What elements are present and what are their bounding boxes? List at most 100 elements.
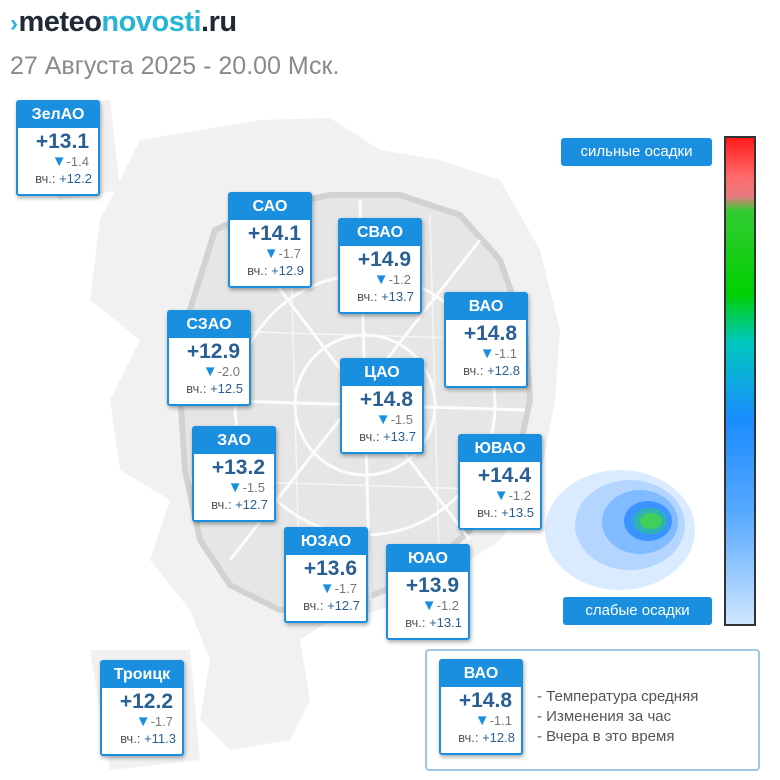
down-triangle-icon: ▼ [135,713,151,730]
district-change: ▼-1.2 [340,272,420,288]
district-change: ▼-1.7 [286,581,366,597]
district-card-yuvao: ЮВАО +14.4 ▼-1.2 вч.: +13.5 [458,434,542,530]
district-change: ▼-1.1 [441,713,521,729]
legend-sample-card: ВАО +14.8 ▼-1.1 вч.: +12.8 [439,659,523,755]
district-card-troitsk: Троицк +12.2 ▼-1.7 вч.: +11.3 [100,660,184,756]
legend-descriptions: - Температура средняя - Изменения за час… [537,687,698,747]
legend-line-yesterday: - Вчера в это время [537,728,675,745]
district-temp: +14.8 [463,322,517,345]
change-value: -1.2 [388,272,411,287]
down-triangle-icon: ▼ [319,580,335,597]
yesterday-prefix: вч.: [35,171,56,186]
district-yesterday: вч.: +12.5 [169,380,249,398]
district-temp: +14.4 [477,464,531,487]
district-name: СЗАО [169,312,249,338]
change-value: -1.4 [66,154,89,169]
down-triangle-icon: ▼ [227,479,243,496]
district-name: Троицк [102,662,182,688]
change-value: -2.0 [217,364,240,379]
district-name: ВАО [441,661,521,687]
change-value: -1.2 [508,488,531,503]
down-triangle-icon: ▼ [421,597,437,614]
district-change: ▼-1.7 [230,246,310,262]
change-value: -1.7 [150,714,173,729]
district-name: ЮЗАО [286,529,366,555]
district-change: ▼-1.7 [102,714,182,730]
change-value: -1.7 [278,246,301,261]
yesterday-prefix: вч.: [458,730,479,745]
down-triangle-icon: ▼ [51,153,67,170]
district-temp: +12.9 [186,340,240,363]
district-yesterday: вч.: +13.1 [388,614,468,632]
district-temp: +14.8 [359,388,413,411]
district-card-yuao: ЮАО +13.9 ▼-1.2 вч.: +13.1 [386,544,470,640]
down-triangle-icon: ▼ [373,271,389,288]
logo-part-3: .ru [201,6,237,38]
site-logo[interactable]: ›meteonovosti.ru [10,6,237,39]
district-yesterday: вч.: +12.9 [230,262,310,280]
district-name: ВАО [446,294,526,320]
yesterday-prefix: вч.: [357,289,378,304]
scale-label-heavy: сильные осадки [561,138,712,166]
district-name: ЮАО [388,546,468,572]
change-value: -1.7 [334,581,357,596]
logo-mark: › [10,10,18,37]
down-triangle-icon: ▼ [375,411,391,428]
district-temp: +13.2 [211,456,265,479]
yesterday-value: +12.5 [210,381,243,396]
district-temp: +13.1 [35,130,89,153]
district-card-zelao: ЗелАО +13.1 ▼-1.4 вч.: +12.2 [16,100,100,196]
district-change: ▼-1.2 [460,488,540,504]
district-name: ЗелАО [18,102,98,128]
district-change: ▼-1.2 [388,598,468,614]
scale-label-light: слабые осадки [563,597,712,625]
yesterday-value: +13.5 [501,505,534,520]
district-yesterday: вч.: +13.5 [460,504,540,522]
yesterday-value: +13.7 [381,289,414,304]
district-change: ▼-2.0 [169,364,249,380]
down-triangle-icon: ▼ [474,712,490,729]
yesterday-prefix: вч.: [211,497,232,512]
down-triangle-icon: ▼ [479,345,495,362]
change-value: -1.5 [242,480,265,495]
district-card-sao: САО +14.1 ▼-1.7 вч.: +12.9 [228,192,312,288]
district-card-szao: СЗАО +12.9 ▼-2.0 вч.: +12.5 [167,310,251,406]
yesterday-value: +12.2 [59,171,92,186]
change-value: -1.1 [489,713,512,728]
change-value: -1.2 [436,598,459,613]
yesterday-prefix: вч.: [463,363,484,378]
district-temp: +14.8 [458,689,512,712]
district-temp: +14.9 [357,248,411,271]
district-yesterday: вч.: +12.2 [18,170,98,188]
district-name: ЦАО [342,360,422,386]
district-temp: +12.2 [119,690,173,713]
precipitation-scale-bar [724,136,756,626]
change-value: -1.1 [494,346,517,361]
yesterday-value: +12.9 [271,263,304,278]
district-change: ▼-1.5 [194,480,274,496]
yesterday-prefix: вч.: [359,429,380,444]
yesterday-value: +12.7 [327,598,360,613]
district-yesterday: вч.: +12.8 [446,362,526,380]
yesterday-prefix: вч.: [477,505,498,520]
district-yesterday: вч.: +12.7 [286,597,366,615]
district-change: ▼-1.4 [18,154,98,170]
yesterday-value: +13.7 [383,429,416,444]
district-temp: +13.6 [303,557,357,580]
district-name: ЗАО [194,428,274,454]
yesterday-prefix: вч.: [247,263,268,278]
district-name: ЮВАО [460,436,540,462]
logo-part-1: meteo [18,6,102,38]
yesterday-value: +12.7 [235,497,268,512]
district-temp: +14.1 [247,222,301,245]
down-triangle-icon: ▼ [202,363,218,380]
district-card-vao: ВАО +14.8 ▼-1.1 вч.: +12.8 [444,292,528,388]
district-yesterday: вч.: +12.8 [441,729,521,747]
district-card-cao: ЦАО +14.8 ▼-1.5 вч.: +13.7 [340,358,424,454]
district-yesterday: вч.: +13.7 [342,428,422,446]
down-triangle-icon: ▼ [263,245,279,262]
district-change: ▼-1.5 [342,412,422,428]
district-change: ▼-1.1 [446,346,526,362]
yesterday-value: +12.8 [487,363,520,378]
